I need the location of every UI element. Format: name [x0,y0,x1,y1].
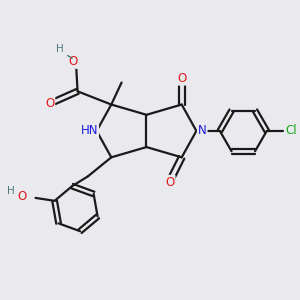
Text: O: O [165,176,175,189]
Text: H: H [56,44,64,54]
Text: H: H [7,187,14,196]
Text: HN: HN [81,124,98,137]
Text: Cl: Cl [285,124,297,137]
Text: N: N [198,124,207,137]
Text: O: O [177,72,186,85]
Text: O: O [18,190,27,203]
Text: O: O [45,97,54,110]
Text: O: O [68,55,78,68]
